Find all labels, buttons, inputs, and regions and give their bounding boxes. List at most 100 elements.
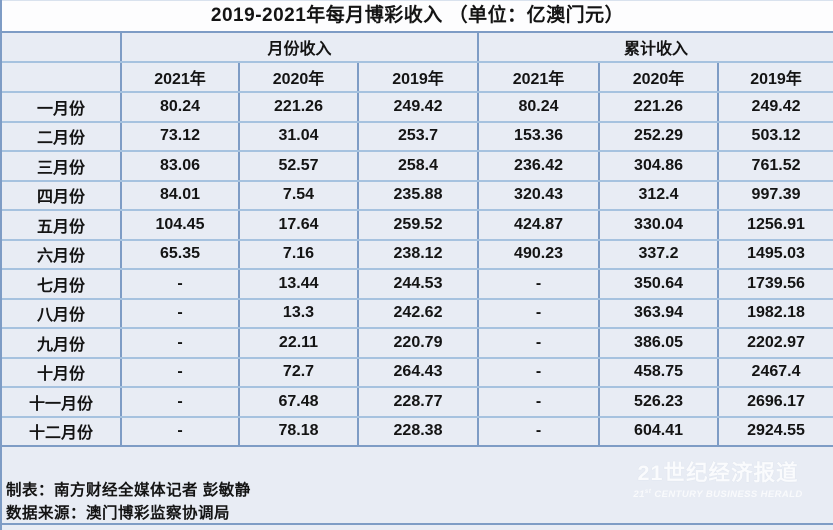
table-cell: 264.43 bbox=[356, 356, 480, 388]
year-header: 2020年 bbox=[238, 61, 359, 93]
table-cell: 526.23 bbox=[598, 386, 720, 418]
table-row: 四月份 84.01 7.54 235.88 320.43 312.4 997.3… bbox=[2, 179, 833, 211]
table-row: 八月份 - 13.3 242.62 - 363.94 1982.18 bbox=[2, 297, 833, 329]
corner-cell bbox=[2, 33, 122, 63]
table-cell: - bbox=[477, 297, 601, 329]
table-cell: - bbox=[477, 268, 601, 300]
month-cell: 五月份 bbox=[2, 209, 122, 241]
table-cell: 458.75 bbox=[598, 356, 720, 388]
table-cell: 221.26 bbox=[598, 91, 720, 123]
table-cell: 13.3 bbox=[238, 297, 359, 329]
table-cell: 83.06 bbox=[120, 150, 240, 182]
table-cell: 242.62 bbox=[356, 297, 480, 329]
table-row: 七月份 - 13.44 244.53 - 350.64 1739.56 bbox=[2, 268, 833, 300]
table-cell: 221.26 bbox=[238, 91, 359, 123]
table-cell: 13.44 bbox=[238, 268, 359, 300]
credits-block: 制表：南方财经全媒体记者 彭敏静 数据来源：澳门博彩监察协调局 bbox=[6, 479, 251, 525]
month-cell: 九月份 bbox=[2, 327, 122, 359]
month-cell: 三月份 bbox=[2, 150, 122, 182]
table-cell: 1495.03 bbox=[717, 238, 833, 270]
table-row: 十二月份 - 78.18 228.38 - 604.41 2924.55 bbox=[2, 415, 833, 447]
table-cell: 17.64 bbox=[238, 209, 359, 241]
table-cell: 84.01 bbox=[120, 179, 240, 211]
table-cell: - bbox=[477, 386, 601, 418]
table-cell: 2467.4 bbox=[717, 356, 833, 388]
table-cell: 220.79 bbox=[356, 327, 480, 359]
publisher-logo-cn: 21世纪经济报道 bbox=[637, 461, 799, 485]
revenue-table: 月份收入 累计收入 2021年 2020年 2019年 2021年 2020年 … bbox=[2, 33, 833, 447]
group-header-monthly: 月份收入 bbox=[119, 33, 480, 63]
table-cell: 304.86 bbox=[598, 150, 720, 182]
table-cell: 337.2 bbox=[598, 238, 720, 270]
footer: 制表：南方财经全媒体记者 彭敏静 数据来源：澳门博彩监察协调局 21世纪经济报道… bbox=[2, 444, 833, 530]
table-row: 十一月份 - 67.48 228.77 - 526.23 2696.17 bbox=[2, 386, 833, 418]
table-cell: 604.41 bbox=[598, 415, 720, 447]
table-cell: 249.42 bbox=[717, 91, 833, 123]
table-cell: 249.42 bbox=[356, 91, 480, 123]
year-header: 2020年 bbox=[598, 61, 720, 93]
month-cell: 二月份 bbox=[2, 120, 122, 152]
table-row: 三月份 83.06 52.57 258.4 236.42 304.86 761.… bbox=[2, 150, 833, 182]
table-cell: 312.4 bbox=[598, 179, 720, 211]
table-cell: 386.05 bbox=[598, 327, 720, 359]
bottom-border-line bbox=[2, 523, 833, 525]
table-cell: 2202.97 bbox=[717, 327, 833, 359]
table-row: 六月份 65.35 7.16 238.12 490.23 337.2 1495.… bbox=[2, 238, 833, 270]
table-cell: 67.48 bbox=[238, 386, 359, 418]
table-cell: 330.04 bbox=[598, 209, 720, 241]
year-header: 2019年 bbox=[717, 61, 833, 93]
table-cell: - bbox=[477, 327, 601, 359]
year-header: 2021年 bbox=[477, 61, 601, 93]
source-line: 数据来源：澳门博彩监察协调局 bbox=[6, 505, 231, 522]
table-cell: 80.24 bbox=[477, 91, 601, 123]
table-cell: 31.04 bbox=[238, 120, 359, 152]
table-cell: - bbox=[120, 415, 240, 447]
table-cell: - bbox=[120, 297, 240, 329]
table-row: 一月份 80.24 221.26 249.42 80.24 221.26 249… bbox=[2, 91, 833, 123]
year-header-row: 2021年 2020年 2019年 2021年 2020年 2019年 bbox=[2, 61, 833, 93]
table-cell: 2924.55 bbox=[717, 415, 833, 447]
table-cell: 236.42 bbox=[477, 150, 601, 182]
table-cell: 997.39 bbox=[717, 179, 833, 211]
table-cell: 1739.56 bbox=[717, 268, 833, 300]
corner-cell bbox=[2, 61, 122, 93]
table-cell: 73.12 bbox=[120, 120, 240, 152]
credit-line: 制表：南方财经全媒体记者 彭敏静 bbox=[6, 482, 251, 499]
table-cell: 363.94 bbox=[598, 297, 720, 329]
table-cell: 72.7 bbox=[238, 356, 359, 388]
table-cell: - bbox=[120, 327, 240, 359]
table-cell: 78.18 bbox=[238, 415, 359, 447]
table-cell: 761.52 bbox=[717, 150, 833, 182]
table-cell: 104.45 bbox=[120, 209, 240, 241]
month-cell: 八月份 bbox=[2, 297, 122, 329]
table-row: 五月份 104.45 17.64 259.52 424.87 330.04 12… bbox=[2, 209, 833, 241]
group-header-cumulative: 累计收入 bbox=[477, 33, 833, 63]
table-cell: 80.24 bbox=[120, 91, 240, 123]
table-cell: 52.57 bbox=[238, 150, 359, 182]
table-cell: 1982.18 bbox=[717, 297, 833, 329]
table-cell: 490.23 bbox=[477, 238, 601, 270]
table-cell: - bbox=[477, 415, 601, 447]
table-cell: 228.38 bbox=[356, 415, 480, 447]
table-cell: - bbox=[120, 356, 240, 388]
table-cell: 1256.91 bbox=[717, 209, 833, 241]
table-cell: - bbox=[120, 268, 240, 300]
table-cell: 320.43 bbox=[477, 179, 601, 211]
table-cell: - bbox=[120, 386, 240, 418]
month-cell: 七月份 bbox=[2, 268, 122, 300]
table-cell: 7.16 bbox=[238, 238, 359, 270]
table-cell: 258.4 bbox=[356, 150, 480, 182]
table-cell: 424.87 bbox=[477, 209, 601, 241]
month-cell: 一月份 bbox=[2, 91, 122, 123]
group-header-row: 月份收入 累计收入 bbox=[2, 33, 833, 63]
month-cell: 十一月份 bbox=[2, 386, 122, 418]
publisher-logo-en: 21st CENTURY BUSINESS HERALD bbox=[633, 488, 803, 501]
year-header: 2019年 bbox=[356, 61, 480, 93]
table-cell: 235.88 bbox=[356, 179, 480, 211]
table-cell: 503.12 bbox=[717, 120, 833, 152]
table-cell: 65.35 bbox=[120, 238, 240, 270]
table-cell: 253.7 bbox=[356, 120, 480, 152]
table-cell: - bbox=[477, 356, 601, 388]
table-cell: 350.64 bbox=[598, 268, 720, 300]
